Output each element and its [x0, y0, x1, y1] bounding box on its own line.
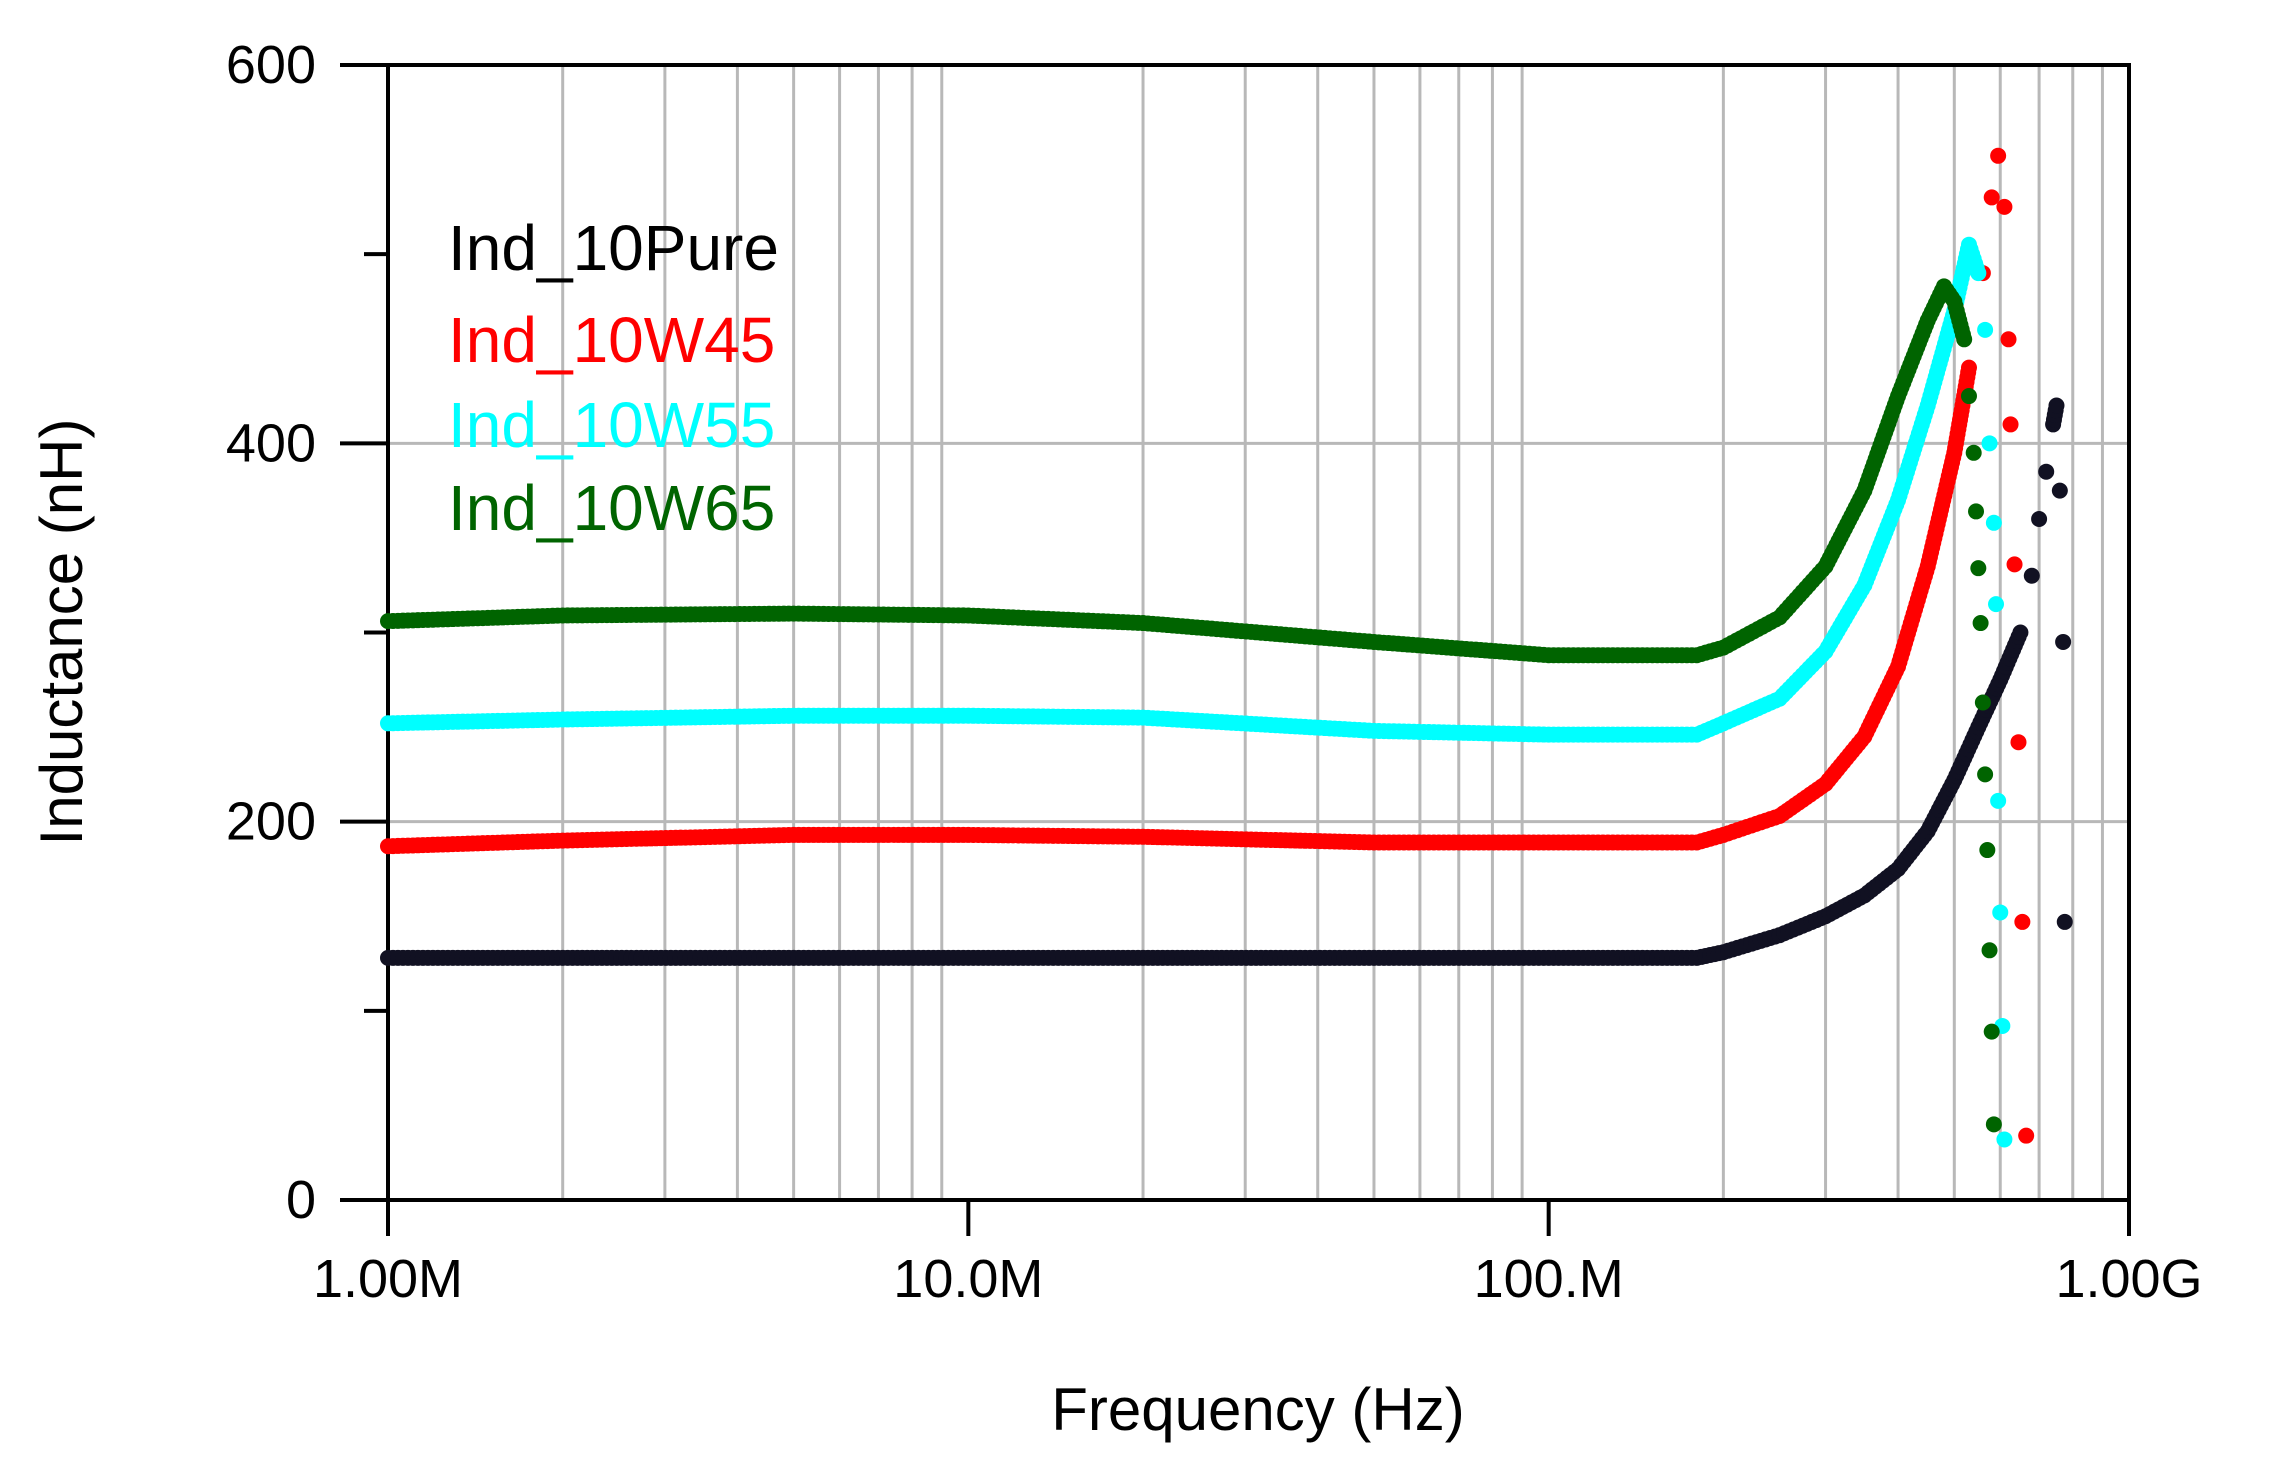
- data-point: [1974, 694, 1991, 711]
- legend: Ind_10Pure Ind_10W45 Ind_10W55 Ind_10W65: [448, 212, 779, 544]
- data-point: [2038, 463, 2055, 480]
- data-point: [2006, 556, 2023, 573]
- data-point: [2031, 511, 2048, 527]
- data-point: [1996, 1131, 2013, 1148]
- data-point: [1983, 1023, 2000, 1040]
- data-point: [2002, 416, 2019, 433]
- data-point: [1979, 842, 1996, 859]
- data-point: [2056, 913, 2073, 930]
- data-point: [2014, 913, 2031, 930]
- x-tick-label: 1.00M: [313, 1249, 463, 1309]
- data-point: [1972, 615, 1989, 632]
- data-point: [1968, 503, 1985, 520]
- data-point: [1956, 331, 1973, 348]
- series-ind-10w45: [380, 147, 2035, 1144]
- data-point: [1996, 198, 2013, 215]
- data-point: [1965, 444, 1982, 461]
- x-tick-labels: 1.00M 10.0M 100.M 1.00G: [313, 1249, 2203, 1309]
- axis-ticks: [340, 63, 2131, 1236]
- data-point: [1983, 189, 2000, 206]
- legend-entry: Ind_10Pure: [448, 212, 779, 284]
- data-point: [2012, 624, 2029, 641]
- data-point: [1985, 1116, 2002, 1133]
- data-point: [1981, 435, 1998, 452]
- y-tick-label: 200: [226, 792, 316, 852]
- data-point: [2048, 397, 2065, 414]
- y-tick-label: 400: [226, 413, 316, 473]
- data-point: [2055, 633, 2072, 650]
- data-point: [1990, 147, 2007, 164]
- series-ind-10w55: [380, 236, 2013, 1148]
- y-axis-title: Inductance (nH): [28, 419, 95, 846]
- data-point: [2010, 734, 2027, 751]
- data-point: [2051, 482, 2068, 499]
- data-point: [1977, 321, 1994, 338]
- data-point: [2018, 1127, 2035, 1144]
- x-tick-label: 10.0M: [893, 1249, 1043, 1309]
- data-point: [1970, 265, 1987, 282]
- data-series: [380, 147, 2073, 1148]
- data-point: [1985, 514, 2002, 531]
- legend-entry: Ind_10W55: [448, 389, 775, 461]
- data-point: [2000, 331, 2017, 348]
- x-tick-label: 1.00G: [2055, 1249, 2202, 1309]
- legend-entry: Ind_10W45: [448, 304, 775, 376]
- data-point: [1970, 560, 1987, 577]
- data-point: [1960, 359, 1977, 376]
- y-tick-labels: 0 200 400 600: [226, 35, 316, 1230]
- y-tick-label: 0: [286, 1170, 316, 1230]
- legend-entry: Ind_10W65: [448, 472, 775, 544]
- series-ind-10w65: [380, 278, 2002, 1133]
- data-point: [2023, 567, 2040, 584]
- data-point: [1977, 766, 1994, 783]
- series-ind-10pure: [380, 397, 2073, 966]
- data-point: [1981, 942, 1998, 959]
- data-point: [1960, 388, 1977, 405]
- x-axis-title: Frequency (Hz): [1051, 1376, 1464, 1443]
- data-point: [1990, 792, 2007, 809]
- data-point: [1992, 904, 2009, 921]
- y-tick-label: 600: [226, 35, 316, 95]
- x-tick-label: 100.M: [1474, 1249, 1624, 1309]
- data-point: [1988, 596, 2005, 613]
